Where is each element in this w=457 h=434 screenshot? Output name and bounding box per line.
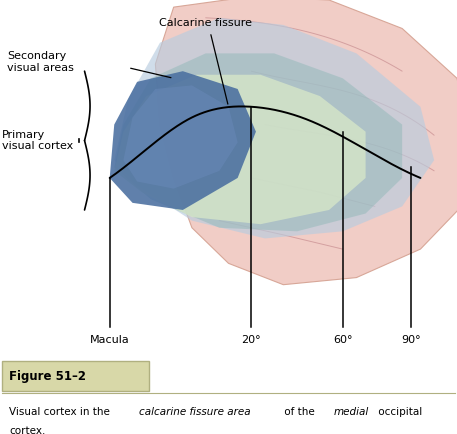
- Polygon shape: [114, 18, 434, 238]
- Text: Visual cortex in the: Visual cortex in the: [9, 407, 113, 417]
- Text: Primary
visual cortex: Primary visual cortex: [2, 130, 74, 151]
- Text: 20°: 20°: [242, 335, 261, 345]
- Text: Figure 51–2: Figure 51–2: [9, 370, 86, 383]
- Polygon shape: [123, 85, 238, 189]
- Text: of the: of the: [281, 407, 318, 417]
- Polygon shape: [155, 0, 457, 285]
- Polygon shape: [114, 75, 366, 224]
- Polygon shape: [110, 71, 256, 210]
- Text: occipital: occipital: [375, 407, 422, 417]
- Text: Secondary
visual areas: Secondary visual areas: [7, 52, 74, 73]
- Text: cortex.: cortex.: [9, 426, 46, 434]
- Text: 90°: 90°: [402, 335, 421, 345]
- Text: 60°: 60°: [333, 335, 352, 345]
- Polygon shape: [114, 53, 402, 231]
- Text: medial: medial: [334, 407, 369, 417]
- Text: Macula: Macula: [90, 335, 129, 345]
- Text: calcarine fissure area: calcarine fissure area: [139, 407, 251, 417]
- Text: Calcarine fissure: Calcarine fissure: [159, 19, 252, 29]
- FancyBboxPatch shape: [2, 362, 149, 391]
